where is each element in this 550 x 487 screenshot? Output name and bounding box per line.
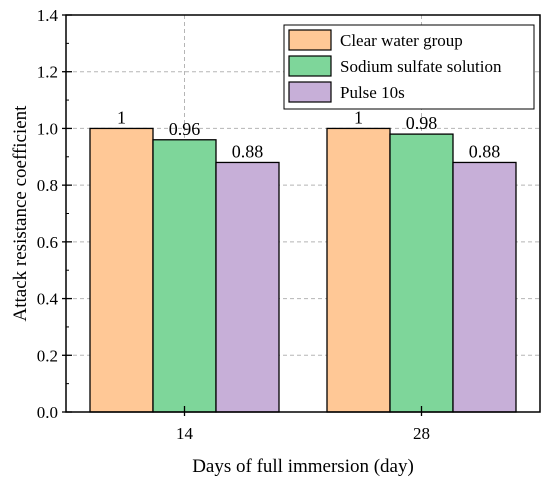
y-tick-label: 0.6 — [37, 233, 58, 252]
y-tick-label: 0.0 — [37, 403, 58, 422]
bar-value-label: 0.96 — [169, 119, 201, 139]
bar-value-label: 1 — [117, 107, 126, 127]
y-tick-label: 1.0 — [37, 119, 58, 138]
y-tick-label: 1.4 — [37, 6, 59, 25]
bar — [215, 161, 280, 413]
bar — [452, 161, 517, 413]
x-axis-title: Days of full immersion (day) — [192, 456, 414, 477]
x-tick-label: 14 — [176, 424, 194, 443]
legend-label: Pulse 10s — [340, 83, 405, 102]
bar-value-label: 0.98 — [406, 113, 438, 133]
legend-label: Sodium sulfate solution — [340, 57, 502, 76]
y-tick-label: 0.4 — [37, 290, 59, 309]
x-tick-label: 28 — [413, 424, 430, 443]
x-axis-ticks: 14 28 — [176, 406, 430, 443]
data-labels: 1 0.96 0.88 1 0.98 0.88 — [117, 107, 500, 161]
legend: Clear water group Sodium sulfate solution… — [283, 24, 535, 110]
y-axis-title: Attack resistance coefficient — [10, 105, 31, 322]
legend-swatch — [288, 29, 332, 51]
y-tick-label: 1.2 — [37, 63, 58, 82]
y-axis-ticks: 0.0 0.2 0.4 0.6 0.8 1.0 1.2 1.4 — [37, 6, 72, 422]
bar — [326, 127, 391, 413]
y-tick-label: 0.2 — [37, 346, 58, 365]
bar — [89, 127, 154, 413]
bar — [389, 133, 454, 413]
bar — [152, 139, 217, 413]
bar-value-label: 0.88 — [469, 141, 501, 161]
bar-value-label: 0.88 — [232, 141, 264, 161]
legend-label: Clear water group — [340, 31, 463, 50]
y-tick-label: 0.8 — [37, 176, 58, 195]
legend-swatch — [288, 55, 332, 77]
legend-swatch — [288, 81, 332, 103]
bars — [89, 127, 517, 413]
bar-value-label: 1 — [354, 107, 363, 127]
